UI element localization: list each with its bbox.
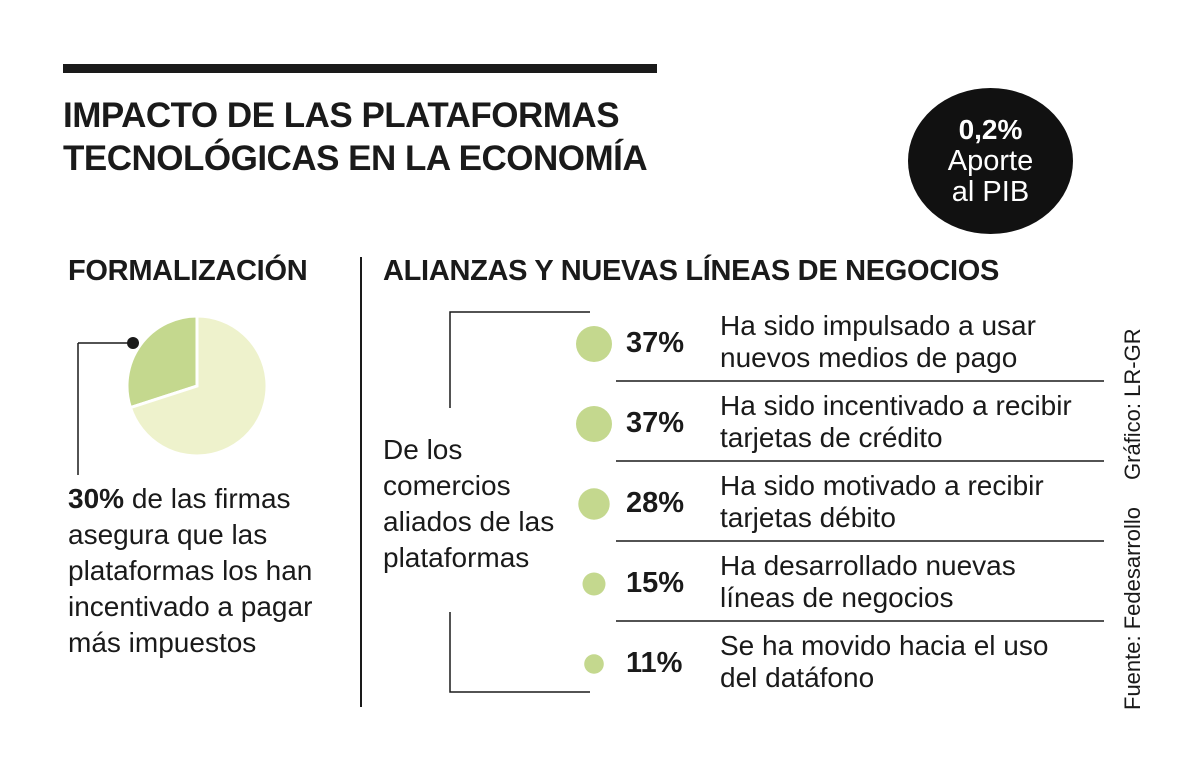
row-label-4: Se ha movido hacia el uso del datáfono (720, 630, 1048, 694)
formalizacion-pie (125, 314, 269, 458)
formalizacion-text: 30% de las firmas asegura que las plataf… (68, 481, 358, 661)
row-label-0-line-0: Ha sido impulsado a usar (720, 310, 1036, 341)
row-label-3: Ha desarrollado nuevas líneas de negocios (720, 550, 1016, 614)
row-label-4-line-1: del datáfono (720, 662, 875, 693)
pie-leader-dot (127, 337, 139, 349)
bubble-0 (576, 326, 612, 362)
pie-slice-0 (125, 314, 199, 410)
row-label-1-line-1: tarjetas de crédito (720, 422, 943, 453)
formalizacion-pct: 30% (68, 483, 125, 514)
bubble-3 (582, 572, 606, 596)
row-label-1: Ha sido incentivado a recibir tarjetas de… (720, 390, 1072, 454)
pie-slice-1 (128, 314, 269, 458)
row-label-1-line-0: Ha sido incentivado a recibir (720, 390, 1072, 421)
row-pct-label-0: 37% (626, 327, 685, 359)
badge-label-line-2: al PIB (951, 176, 1030, 208)
alianzas-left-note: De los comercios aliados de las platafor… (383, 434, 555, 573)
row-pct-label-4: 11% (626, 647, 683, 679)
gdp-badge: 0,2% Aporte al PIB (908, 88, 1073, 234)
title-line-1: IMPACTO DE LAS PLATAFORMAS (63, 96, 620, 135)
row-label-3-line-0: Ha desarrollado nuevas (720, 550, 1016, 581)
top-rule (63, 64, 657, 73)
alianzas-heading: ALIANZAS Y NUEVAS LÍNEAS DE NEGOCIOS (383, 255, 1000, 287)
bubble-4 (584, 654, 604, 674)
source-credit: Fuente: Fedesarrollo (1120, 507, 1145, 710)
row-label-3-line-1: líneas de negocios (720, 582, 954, 613)
column-divider (360, 257, 362, 707)
bracket-bottom (449, 612, 590, 693)
row-label-4-line-0: Se ha movido hacia el uso (720, 630, 1049, 661)
row-label-0: Ha sido impulsado a usar nuevos medios de… (720, 310, 1036, 374)
row-pct-label-1: 37% (626, 407, 685, 439)
row-label-2: Ha sido motivado a recibir tarjetas débit… (720, 470, 1044, 534)
bracket-top (449, 311, 590, 408)
bubble-2 (578, 488, 610, 520)
formalizacion-text-rest: de las firmas asegura que las plataforma… (68, 483, 313, 658)
alianzas-rows (576, 326, 1104, 674)
row-label-0-line-1: nuevos medios de pago (720, 342, 1018, 373)
badge-label: Aporte al PIB (948, 146, 1033, 208)
title-line-2: TECNOLÓGICAS EN LA ECONOMÍA (63, 139, 648, 178)
badge-label-line-1: Aporte (947, 145, 1034, 177)
bubble-1 (576, 406, 612, 442)
page-title: IMPACTO DE LAS PLATAFORMAS TECNOLÓGICAS … (63, 94, 648, 180)
row-label-2-line-0: Ha sido motivado a recibir (720, 470, 1044, 501)
badge-value: 0,2% (958, 114, 1023, 145)
formalizacion-heading: FORMALIZACIÓN (68, 255, 308, 287)
graphic-credit: Gráfico: LR-GR (1120, 328, 1145, 480)
row-pct-label-3: 15% (626, 567, 685, 599)
row-label-2-line-1: tarjetas débito (720, 502, 896, 533)
row-pct-label-2: 28% (626, 487, 685, 519)
